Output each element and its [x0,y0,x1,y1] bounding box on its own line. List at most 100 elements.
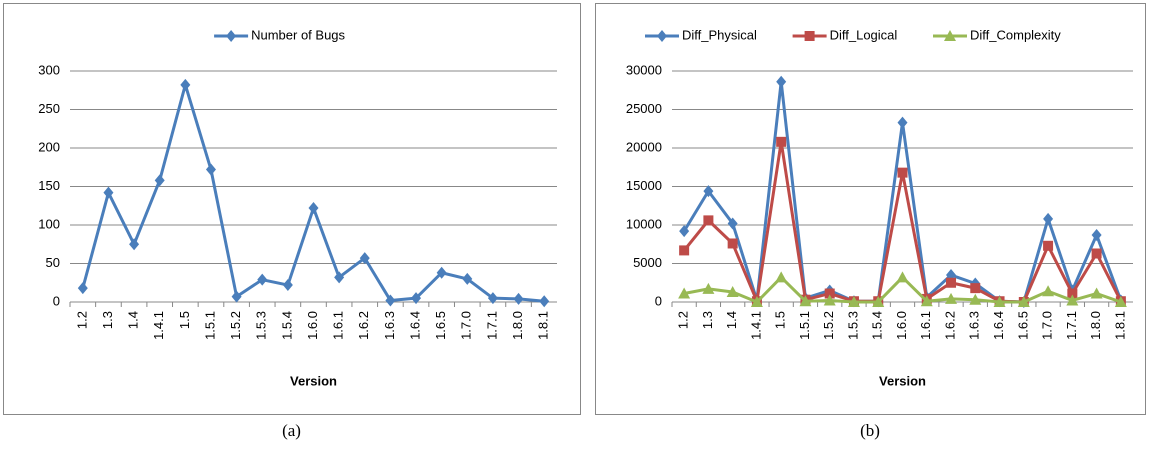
marker [678,287,691,299]
marker [679,225,690,238]
panel-border [595,3,1146,415]
marker [703,215,714,226]
marker [1114,296,1127,307]
marker [750,296,763,307]
x-tick-label: 1.7.1 [1064,311,1079,340]
x-tick-label: 1.7.1 [484,311,499,340]
marker [944,30,956,41]
x-tick-label: 1.7.0 [459,311,474,340]
y-tick-label: 10000 [626,216,662,231]
x-tick-label: 1.6.2 [942,311,957,340]
marker [487,292,498,305]
x-tick-label: 1.3 [100,311,115,329]
marker [727,217,738,230]
y-tick-label: 20000 [626,139,662,154]
x-tick-label: 1.6.0 [305,311,320,340]
marker [897,116,908,129]
marker [1090,287,1103,299]
caption: (a) [282,421,301,440]
x-tick-label: 1.7.0 [1040,311,1055,340]
legend-label: Number of Bugs [251,27,345,42]
y-tick-label: 0 [53,293,60,308]
marker [1043,240,1054,251]
marker [824,288,835,299]
x-tick-label: 1.4.1 [151,311,166,340]
marker [513,292,524,305]
x-tick-label: 1.6.1 [918,311,933,340]
marker [804,31,815,41]
x-tick-label: 1.8.0 [1088,311,1103,340]
marker [257,273,268,286]
marker [657,30,667,42]
x-tick-label: 1.6.5 [1015,311,1030,340]
x-tick-label: 1.2 [74,311,89,329]
marker [1091,248,1102,259]
marker [775,271,788,283]
marker [1066,294,1079,306]
marker [679,245,690,256]
x-tick-label: 1.6.1 [331,311,346,340]
y-tick-label: 50 [46,255,60,270]
x-tick-label: 1.4 [724,311,739,329]
marker [702,282,715,294]
x-tick-label: 1.8.1 [1112,311,1127,340]
x-tick-label: 1.8.0 [510,311,525,340]
x-tick-label: 1.5.3 [254,311,269,340]
marker [920,295,933,307]
marker [776,136,787,147]
x-tick-label: 1.5.2 [821,311,836,340]
marker [1043,212,1054,225]
marker [727,238,738,249]
marker [77,282,88,295]
marker [1091,229,1102,242]
marker [180,78,191,91]
caption: (b) [860,421,880,440]
y-tick-label: 300 [38,62,60,77]
marker [872,296,885,307]
y-tick-label: 250 [38,101,60,116]
x-tick-label: 1.3 [700,311,715,329]
marker [462,272,473,285]
x-tick-label: 1.5 [773,311,788,329]
marker [897,167,908,178]
legend-label: Diff_Complexity [970,27,1061,42]
x-tick-label: 1.4 [126,311,141,329]
x-tick-label: 1.5 [177,311,192,329]
x-tick-label: 1.6.0 [894,311,909,340]
legend-label: Diff_Physical [682,27,757,42]
marker [945,292,958,304]
marker [799,295,812,307]
marker [282,279,293,292]
marker [359,252,370,265]
marker [154,174,165,187]
marker [1067,288,1078,299]
marker [726,285,739,297]
x-tick-label: 1.4.1 [748,311,763,340]
marker [1017,296,1030,307]
marker [231,290,242,303]
marker [385,294,396,307]
x-tick-label: 1.5.3 [845,311,860,340]
marker [129,238,140,251]
marker [308,202,319,215]
marker [1042,285,1055,297]
x-tick-label: 1.5.4 [870,311,885,340]
y-tick-label: 100 [38,216,60,231]
marker [823,294,836,306]
x-axis-label: Version [879,373,926,388]
y-tick-label: 25000 [626,101,662,116]
panel-border [3,3,581,415]
x-tick-label: 1.2 [676,311,691,329]
y-tick-label: 150 [38,178,60,193]
marker [226,30,237,42]
y-tick-label: 200 [38,139,60,154]
marker [334,271,345,284]
x-tick-label: 1.6.4 [407,311,422,340]
x-tick-label: 1.5.1 [797,311,812,340]
marker [436,266,447,279]
marker [205,163,216,176]
marker [411,292,422,305]
marker [896,271,909,283]
x-tick-label: 1.5.1 [202,311,217,340]
